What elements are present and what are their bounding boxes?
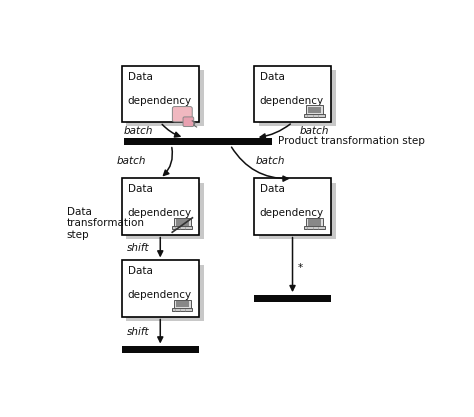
Bar — [122, 66, 199, 122]
FancyArrowPatch shape — [164, 148, 173, 176]
Text: batch: batch — [124, 126, 153, 136]
Bar — [122, 260, 199, 317]
FancyBboxPatch shape — [183, 117, 194, 126]
FancyArrowPatch shape — [260, 124, 291, 139]
Bar — [122, 178, 199, 235]
Bar — [308, 219, 321, 226]
Text: batch: batch — [116, 156, 146, 166]
Bar — [127, 70, 204, 126]
FancyArrowPatch shape — [158, 319, 163, 342]
Text: dependency: dependency — [260, 208, 324, 219]
Bar — [176, 301, 189, 307]
Text: dependency: dependency — [260, 96, 324, 106]
Text: dependency: dependency — [128, 290, 191, 300]
Text: dependency: dependency — [128, 96, 191, 106]
Bar — [306, 218, 323, 227]
Bar — [308, 107, 321, 113]
Bar — [304, 114, 325, 117]
Text: *: * — [297, 264, 302, 274]
Bar — [306, 106, 323, 115]
Bar — [304, 226, 325, 229]
Text: Product transformation step: Product transformation step — [278, 136, 425, 146]
Bar — [122, 347, 199, 354]
Bar — [127, 264, 204, 321]
Bar — [176, 219, 189, 226]
Text: batch: batch — [256, 156, 285, 166]
Bar — [254, 66, 331, 122]
Bar — [174, 218, 191, 227]
FancyArrowPatch shape — [158, 237, 163, 256]
Bar — [254, 295, 331, 302]
FancyArrowPatch shape — [162, 124, 180, 137]
Bar — [174, 300, 191, 309]
Bar — [172, 226, 192, 229]
Text: Data
transformation
step: Data transformation step — [66, 207, 145, 240]
Text: Data: Data — [128, 72, 153, 82]
Text: batch: batch — [300, 126, 329, 136]
Text: shift: shift — [127, 243, 149, 253]
Text: Data: Data — [128, 184, 153, 194]
FancyBboxPatch shape — [173, 107, 192, 122]
Text: dependency: dependency — [128, 208, 191, 219]
FancyArrowPatch shape — [231, 147, 288, 181]
Text: shift: shift — [127, 327, 149, 337]
Text: Data: Data — [260, 72, 285, 82]
Bar — [172, 308, 192, 311]
Text: Data: Data — [260, 184, 285, 194]
Bar — [254, 178, 331, 235]
Bar — [124, 138, 272, 145]
Bar — [259, 70, 336, 126]
Text: Data: Data — [128, 266, 153, 276]
FancyArrowPatch shape — [290, 237, 295, 291]
Bar — [259, 183, 336, 239]
Bar — [127, 183, 204, 239]
